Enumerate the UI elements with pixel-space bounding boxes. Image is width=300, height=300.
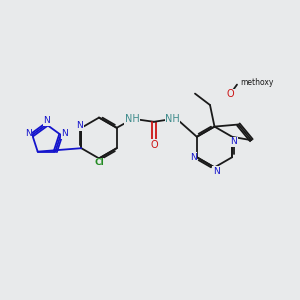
Text: N: N bbox=[25, 129, 32, 138]
Text: O: O bbox=[227, 89, 235, 99]
Text: NH: NH bbox=[165, 114, 180, 124]
Text: methoxy: methoxy bbox=[241, 78, 274, 87]
Text: N: N bbox=[190, 153, 196, 162]
Polygon shape bbox=[210, 94, 227, 105]
Text: O: O bbox=[150, 140, 158, 150]
Text: Cl: Cl bbox=[94, 158, 104, 167]
Text: NH: NH bbox=[125, 114, 140, 124]
Text: N: N bbox=[43, 116, 50, 125]
Text: N: N bbox=[76, 121, 83, 130]
Text: N: N bbox=[61, 129, 68, 138]
Text: N: N bbox=[213, 167, 219, 176]
Text: N: N bbox=[231, 137, 237, 146]
